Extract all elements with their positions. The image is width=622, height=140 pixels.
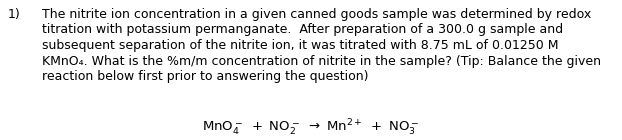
Text: reaction below first prior to answering the question): reaction below first prior to answering … — [42, 70, 368, 83]
Text: $\mathrm{MnO_4^-\ +\ NO_2^-\ \rightarrow\ Mn^{2+}\ +\ NO_3^-}$: $\mathrm{MnO_4^-\ +\ NO_2^-\ \rightarrow… — [202, 118, 420, 138]
Text: titration with potassium permanganate.  After preparation of a 300.0 g sample an: titration with potassium permanganate. A… — [42, 24, 563, 37]
Text: The nitrite ion concentration in a given canned goods sample was determined by r: The nitrite ion concentration in a given… — [42, 8, 592, 21]
Text: KMnO₄. What is the %m/m concentration of nitrite in the sample? (Tip: Balance th: KMnO₄. What is the %m/m concentration of… — [42, 54, 601, 67]
Text: 1): 1) — [8, 8, 21, 21]
Text: subsequent separation of the nitrite ion, it was titrated with 8.75 mL of 0.0125: subsequent separation of the nitrite ion… — [42, 39, 559, 52]
